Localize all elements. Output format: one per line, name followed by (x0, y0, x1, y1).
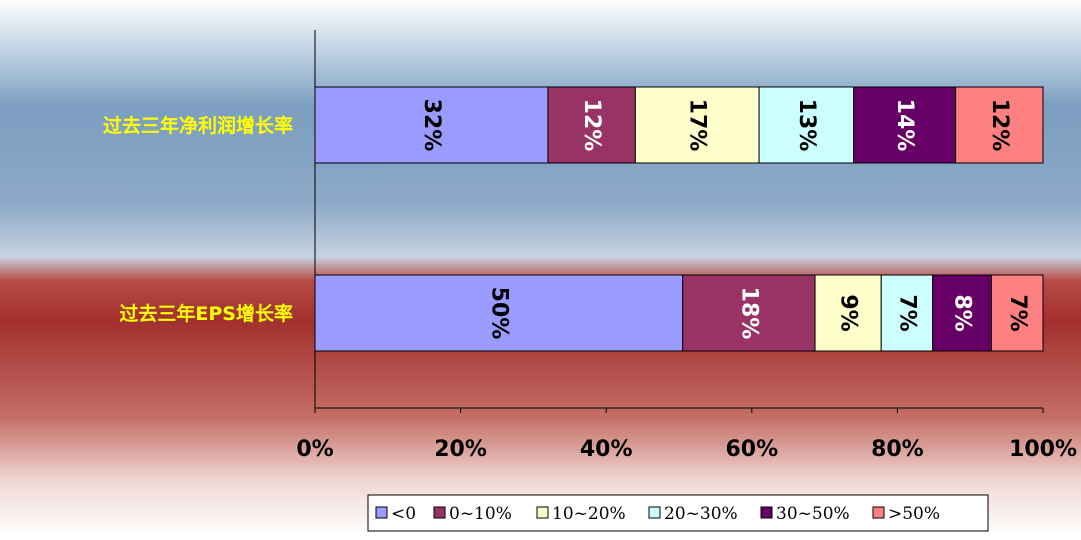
data-label: 7% (894, 294, 919, 331)
data-label: 18% (736, 287, 761, 340)
legend-swatch (648, 506, 661, 519)
data-label: 9% (836, 294, 861, 331)
legend-label: 0~10% (449, 504, 512, 524)
data-label: 50% (486, 287, 511, 340)
legend-label: 20~30% (664, 504, 738, 524)
x-tick-label: 60% (725, 437, 778, 462)
bar-segment (932, 274, 993, 352)
legend-swatch (433, 506, 446, 519)
bar-segment (880, 274, 934, 352)
x-tick-label: 0% (296, 437, 333, 462)
x-tick-label: 80% (871, 437, 924, 462)
legend-swatch (375, 506, 388, 519)
data-label: 8% (950, 294, 975, 331)
data-label: 17% (685, 99, 710, 152)
data-label: 12% (579, 99, 604, 152)
legend-swatch (536, 506, 549, 519)
legend-label: <0 (391, 504, 416, 524)
data-label: 32% (419, 99, 444, 152)
legend: <0 0~10% 10~20% 20~30% 30~50% >50% (367, 494, 989, 532)
category-label: 过去三年净利润增长率 (103, 114, 293, 137)
x-tick-label: 20% (434, 437, 487, 462)
bar-segment (758, 86, 855, 164)
bar-segment (682, 274, 816, 352)
bar-segment (955, 86, 1044, 164)
bar-segment (814, 274, 882, 352)
x-tick-label: 100% (1009, 437, 1077, 462)
category-label: 过去三年EPS增长率 (119, 302, 293, 325)
bar-segment (314, 274, 684, 352)
bar-segment (853, 86, 957, 164)
data-label: 14% (892, 99, 917, 152)
data-label: 13% (794, 99, 819, 152)
bar-segment (547, 86, 636, 164)
legend-swatch (760, 506, 773, 519)
x-tick-label: 40% (580, 437, 633, 462)
data-label: 12% (987, 99, 1012, 152)
legend-swatch (872, 506, 885, 519)
bar-segment (314, 86, 549, 164)
legend-box (367, 494, 989, 532)
legend-label: >50% (888, 504, 940, 524)
data-label: 7% (1005, 294, 1030, 331)
legend-label: 10~20% (552, 504, 626, 524)
bar-segment (991, 274, 1044, 352)
legend-label: 30~50% (776, 504, 850, 524)
